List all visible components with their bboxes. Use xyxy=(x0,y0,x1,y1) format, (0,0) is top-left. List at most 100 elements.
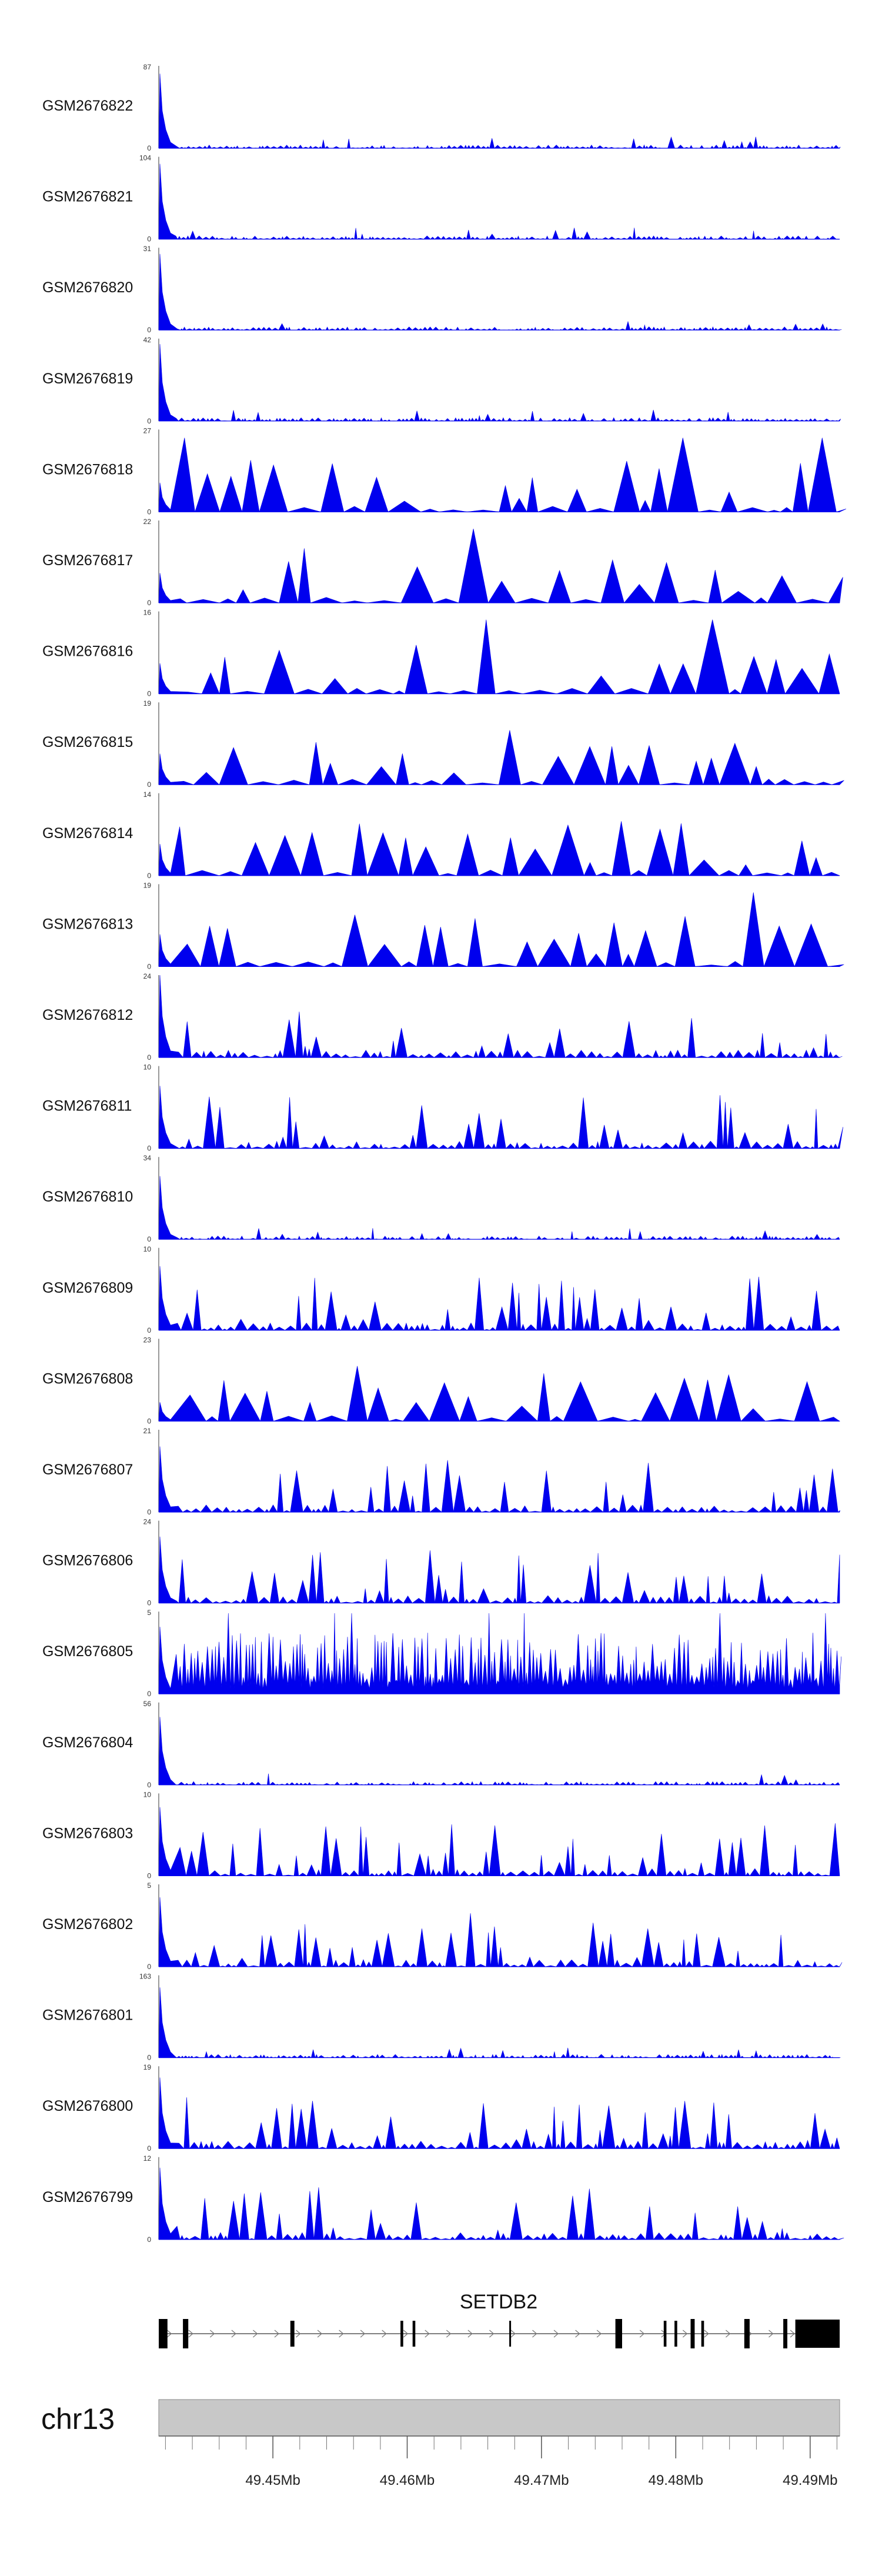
coverage-area xyxy=(158,1717,840,1786)
coverage-area xyxy=(158,1176,840,1240)
chromosome-label: chr13 xyxy=(41,2403,115,2435)
coverage-area xyxy=(158,528,843,603)
strand-arrow xyxy=(360,2330,366,2338)
track-gsm2676821: GSM2676821 104 0 xyxy=(42,154,840,243)
coverage-area xyxy=(158,163,840,240)
coverage-area xyxy=(158,1613,841,1694)
track-gsm2676816: GSM2676816 16 0 xyxy=(42,609,840,698)
strand-arrow xyxy=(510,2330,516,2338)
track-ymax-label: 10 xyxy=(143,1790,152,1798)
strand-arrow xyxy=(726,2330,731,2338)
track-gsm2676809: GSM2676809 10 0 xyxy=(42,1245,840,1334)
track-label: GSM2676799 xyxy=(42,2189,133,2205)
track-gsm2676806: GSM2676806 24 0 xyxy=(42,1518,840,1607)
track-ymax-label: 19 xyxy=(143,699,152,708)
exon xyxy=(674,2321,677,2347)
track-ymax-label: 24 xyxy=(143,1518,152,1526)
track-label: GSM2676803 xyxy=(42,1825,133,1841)
track-ymin-label: 0 xyxy=(147,1326,151,1334)
track-gsm2676815: GSM2676815 19 0 xyxy=(42,699,844,789)
track-label: GSM2676800 xyxy=(42,2098,133,2114)
track-label: GSM2676808 xyxy=(42,1370,133,1387)
track-gsm2676803: GSM2676803 10 0 xyxy=(42,1790,840,1880)
coverage-area xyxy=(158,1366,840,1422)
track-ymax-label: 16 xyxy=(143,609,152,617)
strand-arrow xyxy=(532,2330,537,2338)
track-gsm2676819: GSM2676819 42 0 xyxy=(42,336,841,425)
axis-tick-label: 49.46Mb xyxy=(380,2472,435,2488)
track-ymax-label: 14 xyxy=(143,790,152,799)
strand-arrow xyxy=(790,2330,795,2338)
strand-arrow xyxy=(339,2330,344,2338)
coverage-area xyxy=(158,253,842,331)
gene-label: SETDB2 xyxy=(460,2291,537,2313)
track-ymax-label: 27 xyxy=(143,426,152,435)
strand-arrow xyxy=(253,2330,258,2338)
chromosome-axis: chr13 49.45Mb 49.46Mb 49.47Mb 49.48Mb 49.49M… xyxy=(41,2399,840,2488)
track-ymax-label: 22 xyxy=(143,518,152,526)
exon xyxy=(701,2321,704,2347)
track-gsm2676812: GSM2676812 24 0 xyxy=(42,972,843,1062)
track-label: GSM2676822 xyxy=(42,98,133,114)
track-ymax-label: 34 xyxy=(143,1154,152,1162)
exon xyxy=(509,2321,512,2347)
coverage-area xyxy=(158,730,844,786)
strand-arrow xyxy=(704,2330,709,2338)
track-gsm2676813: GSM2676813 19 0 xyxy=(42,881,844,970)
track-ymin-label: 0 xyxy=(147,1690,151,1698)
strand-arrow xyxy=(166,2330,172,2338)
track-ymin-label: 0 xyxy=(147,2054,151,2062)
signal-tracks: GSM2676822 87 0 GSM2676821 104 0 GSM2676820 31 0… xyxy=(42,63,847,2244)
exon xyxy=(663,2321,667,2347)
coverage-area xyxy=(158,619,840,695)
track-ymax-label: 104 xyxy=(139,154,151,162)
coverage-area xyxy=(158,2077,840,2150)
track-gsm2676818: GSM2676818 27 0 xyxy=(42,426,847,516)
coverage-area xyxy=(158,2167,844,2240)
chromosome-ideogram xyxy=(158,2399,840,2437)
strand-arrow xyxy=(231,2330,236,2338)
track-ymin-label: 0 xyxy=(147,326,151,334)
axis-tick-label: 49.45Mb xyxy=(245,2472,300,2488)
track-gsm2676810: GSM2676810 34 0 xyxy=(42,1154,840,1243)
strand-arrow xyxy=(209,2330,215,2338)
strand-arrow xyxy=(489,2330,495,2338)
track-ymin-label: 0 xyxy=(147,2144,151,2153)
axis-tick-label: 49.48Mb xyxy=(649,2472,703,2488)
track-ymin-label: 0 xyxy=(147,962,151,970)
exon xyxy=(400,2321,403,2347)
track-ymax-label: 163 xyxy=(139,1973,151,1981)
track-gsm2676811: GSM2676811 10 0 xyxy=(42,1063,843,1153)
track-ymin-label: 0 xyxy=(147,1781,151,1789)
track-ymin-label: 0 xyxy=(147,1053,151,1062)
exon xyxy=(744,2319,750,2348)
track-ymin-label: 0 xyxy=(147,2235,151,2244)
track-ymax-label: 21 xyxy=(143,1427,152,1435)
track-label: GSM2676820 xyxy=(42,279,133,296)
track-label: GSM2676805 xyxy=(42,1643,133,1660)
strand-arrow xyxy=(553,2330,559,2338)
track-ymin-label: 0 xyxy=(147,780,151,789)
track-ymin-label: 0 xyxy=(147,144,151,152)
track-ymax-label: 19 xyxy=(143,881,152,889)
track-ymin-label: 0 xyxy=(147,1144,151,1153)
coverage-area xyxy=(158,438,847,513)
track-label: GSM2676804 xyxy=(42,1734,133,1751)
track-ymin-label: 0 xyxy=(147,1599,151,1607)
track-gsm2676807: GSM2676807 21 0 xyxy=(42,1427,840,1516)
track-ymax-label: 56 xyxy=(143,1700,152,1708)
track-ymax-label: 24 xyxy=(143,972,152,980)
track-ymin-label: 0 xyxy=(147,1417,151,1425)
coverage-area xyxy=(158,892,844,967)
strand-arrow xyxy=(596,2330,602,2338)
track-label: GSM2676811 xyxy=(42,1098,132,1115)
track-gsm2676799: GSM2676799 12 0 xyxy=(42,2154,844,2244)
track-label: GSM2676809 xyxy=(42,1280,133,1296)
track-gsm2676814: GSM2676814 14 0 xyxy=(42,790,840,880)
track-label: GSM2676807 xyxy=(42,1461,133,1478)
track-ymin-label: 0 xyxy=(147,599,151,607)
track-ymax-label: 10 xyxy=(143,1245,152,1253)
track-ymin-label: 0 xyxy=(147,1963,151,1971)
gene-model-setdb2: SETDB2 xyxy=(159,2291,840,2348)
